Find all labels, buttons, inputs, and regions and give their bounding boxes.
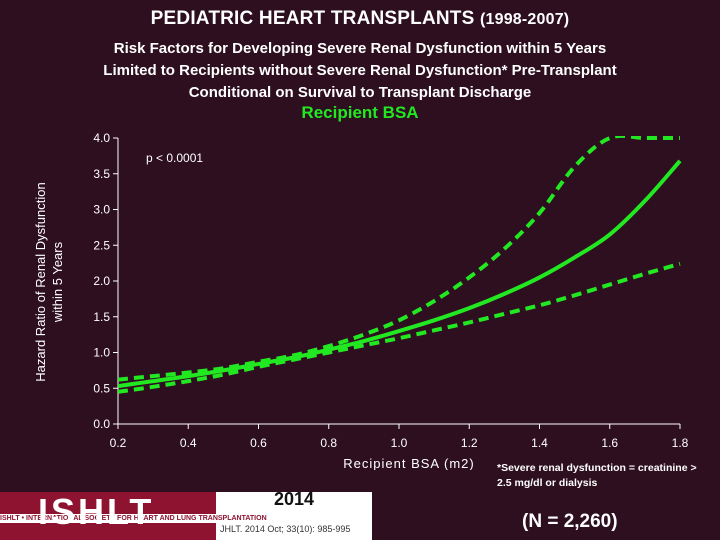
x-tick-label: 1.2 <box>461 436 478 450</box>
page-title: PEDIATRIC HEART TRANSPLANTS (1998-2007) <box>0 8 720 30</box>
y-tick-label: 1.0 <box>93 346 110 360</box>
x-tick-label: 1.0 <box>391 436 408 450</box>
hazard-ratio-chart: 0.0 0.5 1.0 1.5 2.0 2.5 3.0 3.5 4.0 0.2 0.4 0.6 0.8 1… <box>33 131 689 470</box>
series-layer <box>118 136 682 394</box>
y-axis-title-line: Hazard Ratio of Renal Dysfunction <box>33 182 48 381</box>
confidence-bound-line <box>118 261 681 394</box>
subtitle-line-1: Risk Factors for Developing Severe Renal… <box>113 40 607 57</box>
x-tick-label: 0.2 <box>110 436 127 450</box>
chart-labels: 0.0 0.5 1.0 1.5 2.0 2.5 3.0 3.5 4.0 0.2 0.4 0.6 0.8 1… <box>33 131 689 470</box>
footnote: *Severe renal dysfunction = creatinine >… <box>497 462 697 489</box>
hazard-ratio-line <box>118 159 682 389</box>
title-main: PEDIATRIC HEART TRANSPLANTS <box>150 8 475 29</box>
x-tick-label: 0.8 <box>320 436 337 450</box>
y-tick-label: 2.5 <box>93 238 110 252</box>
y-tick-label: 3.5 <box>93 167 110 181</box>
chart-axes <box>113 137 681 429</box>
y-tick-label: 0.5 <box>93 381 110 395</box>
y-axis-title-line: within 5 Years <box>50 241 65 323</box>
logo-strip: ISHLT • INTERNATIONAL SOCIETY FOR HEART … <box>0 514 372 523</box>
p-value-annotation: p < 0.0001 <box>146 151 203 165</box>
subtitle-line-3: Conditional on Survival to Transplant Di… <box>188 84 532 101</box>
x-tick-label: 1.8 <box>672 436 689 450</box>
chart-title: Recipient BSA <box>301 103 419 122</box>
x-tick-label: 1.6 <box>601 436 618 450</box>
x-axis-title: Recipient BSA (m2) <box>343 456 474 470</box>
x-tick-label: 1.4 <box>531 436 548 450</box>
x-tick-label: 0.4 <box>180 436 197 450</box>
subtitle-line-2: Limited to Recipients without Severe Ren… <box>103 62 617 79</box>
title-years: (1998-2007) <box>479 11 570 28</box>
sample-size-label: (N = 2,260) <box>522 511 618 532</box>
y-tick-label: 2.0 <box>93 274 110 288</box>
logo-year: 2014 <box>273 489 315 509</box>
journal-citation: JHLT. 2014 Oct; 33(10): 985-995 <box>220 524 351 534</box>
confidence-bound-line <box>118 136 680 382</box>
y-axis-title: Hazard Ratio of Renal Dysfunction within … <box>33 182 65 381</box>
y-tick-label: 0.0 <box>93 417 110 431</box>
logo-text: ISHLT <box>38 491 155 532</box>
y-tick-label: 1.5 <box>93 310 110 324</box>
x-tick-label: 0.6 <box>250 436 267 450</box>
y-tick-label: 4.0 <box>93 131 110 145</box>
y-tick-label: 3.0 <box>93 203 110 217</box>
